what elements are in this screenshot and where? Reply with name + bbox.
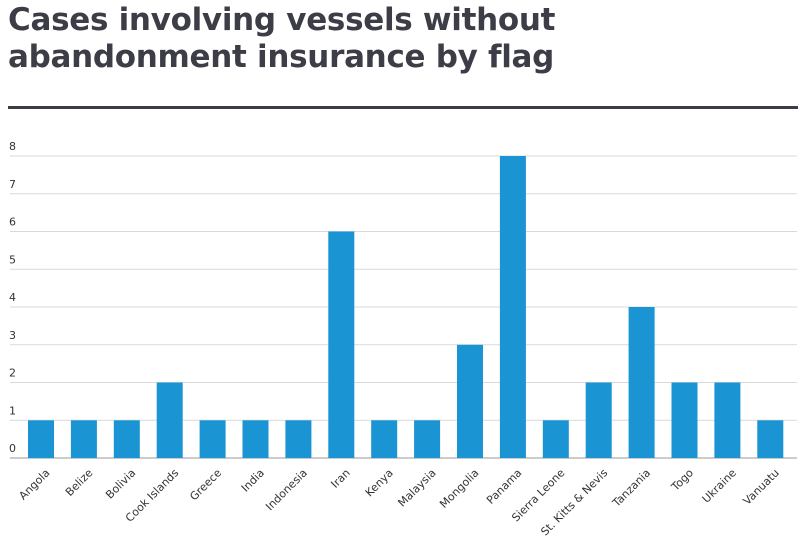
x-tick-label: Ukraine bbox=[700, 466, 739, 505]
x-tick-label: Mongolia bbox=[437, 466, 481, 510]
y-tick-label: 5 bbox=[9, 253, 16, 266]
title-divider bbox=[8, 106, 798, 109]
x-tick-label: Panama bbox=[484, 466, 524, 506]
x-tick-label: Tanzania bbox=[609, 466, 653, 510]
y-tick-label: 7 bbox=[9, 178, 16, 191]
x-tick-label: Angola bbox=[16, 466, 52, 502]
bar-panama bbox=[499, 156, 526, 458]
bar-greece bbox=[199, 420, 226, 459]
chart-title: Cases involving vessels without abandonm… bbox=[8, 2, 556, 75]
bar-cook-islands bbox=[156, 382, 183, 458]
y-tick-label: 0 bbox=[9, 442, 16, 455]
x-tick-label: Malaysia bbox=[395, 466, 438, 509]
bar-iran bbox=[328, 231, 355, 458]
x-tick-label: Belize bbox=[63, 466, 96, 499]
x-tick-label: Bolivia bbox=[103, 466, 138, 501]
y-tick-label: 8 bbox=[9, 140, 16, 153]
bar-belize bbox=[70, 420, 97, 459]
bar-malaysia bbox=[414, 420, 441, 459]
x-tick-label: Greece bbox=[187, 466, 224, 503]
bar-sierra-leone bbox=[542, 420, 569, 459]
bar-togo bbox=[671, 382, 698, 458]
grid-lines bbox=[10, 155, 797, 459]
bars bbox=[28, 156, 784, 459]
bar-st-kitts-nevis bbox=[585, 382, 612, 458]
bar-vanuatu bbox=[757, 420, 784, 459]
x-tick-label: Kenya bbox=[363, 466, 396, 499]
x-tick-label: Vanuatu bbox=[741, 466, 782, 507]
y-axis-ticks: 0 1 2 3 4 5 6 7 8 bbox=[9, 140, 16, 455]
bar-angola bbox=[28, 420, 54, 459]
x-tick-label: India bbox=[239, 466, 267, 494]
y-tick-label: 3 bbox=[9, 329, 16, 342]
bar-tanzania bbox=[628, 307, 655, 458]
x-tick-label: Togo bbox=[668, 466, 696, 494]
x-tick-label: Indonesia bbox=[263, 466, 310, 513]
y-tick-label: 6 bbox=[9, 216, 16, 229]
bar-ukraine bbox=[714, 382, 741, 458]
bar-indonesia bbox=[285, 420, 312, 459]
y-tick-label: 4 bbox=[9, 291, 16, 304]
bar-mongolia bbox=[457, 344, 483, 459]
x-tick-label: Iran bbox=[328, 466, 352, 490]
bar-bolivia bbox=[113, 420, 140, 459]
bar-kenya bbox=[371, 420, 398, 459]
bar-india bbox=[242, 420, 269, 459]
y-tick-label: 2 bbox=[9, 367, 16, 380]
y-tick-label: 1 bbox=[9, 404, 16, 417]
